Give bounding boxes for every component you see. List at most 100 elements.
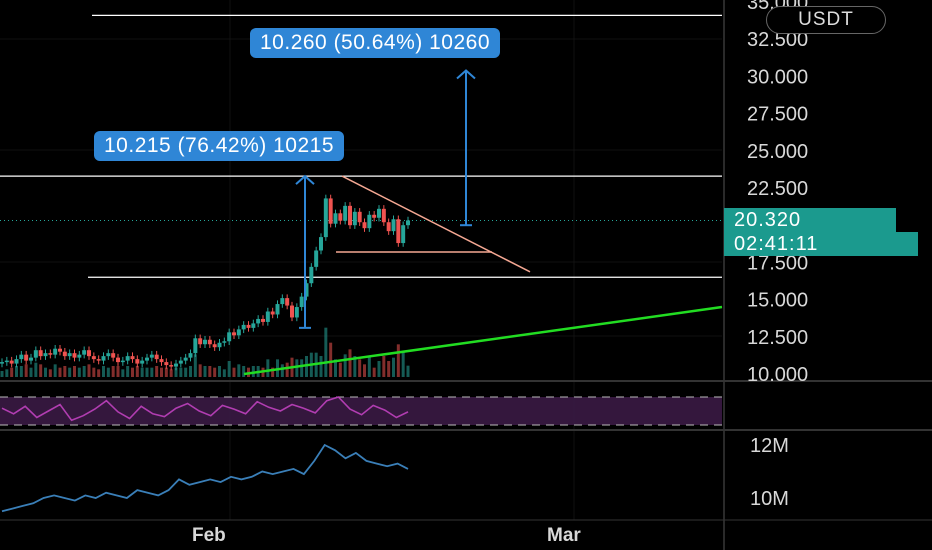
candle-body bbox=[285, 298, 290, 306]
candle-body bbox=[212, 344, 217, 348]
volume-bar bbox=[193, 354, 197, 377]
volume-bar bbox=[39, 364, 43, 377]
volume-bar bbox=[131, 367, 134, 377]
last-price-tag: 20.320 bbox=[724, 208, 896, 232]
volume-bar bbox=[280, 364, 284, 377]
volume-bar bbox=[198, 364, 202, 377]
candle-body bbox=[396, 219, 401, 244]
volume-bar bbox=[82, 366, 86, 377]
candle-body bbox=[116, 357, 120, 363]
candle-body bbox=[58, 348, 62, 352]
volume-bar bbox=[242, 366, 246, 377]
candle-body bbox=[343, 205, 348, 221]
candle-body bbox=[357, 211, 362, 223]
volume-bar bbox=[189, 366, 192, 377]
volume-bar bbox=[295, 359, 299, 377]
candle-body bbox=[4, 360, 9, 363]
candle-body bbox=[309, 266, 314, 284]
volume-bar bbox=[68, 367, 72, 377]
candle-body bbox=[391, 219, 396, 232]
candle-body bbox=[53, 348, 58, 355]
volume-bar bbox=[387, 361, 391, 377]
candle-body bbox=[401, 225, 406, 244]
candle-body bbox=[319, 237, 323, 251]
measure-arrowhead bbox=[456, 69, 476, 80]
volume-tick-label: 12M bbox=[750, 435, 789, 457]
price-tick-label: 15.000 bbox=[747, 290, 808, 312]
volume-bar bbox=[150, 367, 154, 377]
price-tick-label: 32.500 bbox=[747, 29, 808, 51]
volume-bar bbox=[218, 366, 221, 377]
candle-body bbox=[82, 350, 87, 355]
measure-arrowhead bbox=[295, 174, 315, 185]
price-axis[interactable]: 35.00032.50030.00027.50025.00022.50017.5… bbox=[747, 0, 808, 510]
candle-body bbox=[203, 339, 207, 345]
candle-body bbox=[77, 354, 82, 358]
candle-body bbox=[183, 357, 188, 361]
volume-bar bbox=[155, 366, 159, 377]
volume-bar bbox=[348, 349, 352, 377]
measure-label-target1[interactable]: 10.215 (76.42%) 10215 bbox=[94, 131, 345, 161]
volume-bar bbox=[184, 367, 188, 377]
candle-body bbox=[207, 339, 212, 345]
price-tick-label: 30.000 bbox=[747, 66, 808, 88]
candle-body bbox=[159, 359, 164, 363]
currency-label[interactable]: USDT bbox=[766, 6, 886, 34]
time-tick-label: Feb bbox=[192, 525, 226, 546]
candle-body bbox=[24, 354, 29, 361]
candle-body bbox=[294, 307, 299, 318]
rsi-band bbox=[0, 397, 722, 425]
price-tick-label: 25.000 bbox=[747, 141, 808, 163]
volume-bar bbox=[116, 366, 120, 377]
candle-body bbox=[111, 353, 116, 358]
volume-bar bbox=[363, 364, 366, 377]
candle-body bbox=[169, 365, 174, 367]
candle-body bbox=[188, 353, 193, 358]
volume-bar bbox=[121, 369, 125, 377]
volume-bar bbox=[164, 367, 168, 377]
rsi-line bbox=[1, 396, 409, 422]
candle-body bbox=[33, 350, 38, 358]
candle-body bbox=[164, 362, 169, 366]
candle-body bbox=[377, 208, 381, 218]
volume-bar bbox=[334, 359, 337, 377]
candle-body bbox=[72, 353, 77, 358]
candle-body bbox=[217, 342, 222, 348]
volume-bar bbox=[111, 366, 115, 377]
candle-body bbox=[193, 338, 198, 354]
volume-bar bbox=[106, 367, 110, 377]
candle-body bbox=[62, 351, 67, 357]
candle-body bbox=[178, 360, 183, 364]
support-trendline bbox=[243, 305, 723, 376]
candle-body bbox=[96, 359, 101, 361]
measure-label-target2[interactable]: 10.260 (50.64%) 10260 bbox=[250, 28, 501, 58]
volume-bar bbox=[382, 356, 386, 377]
candle-body bbox=[304, 283, 309, 297]
candle-body bbox=[236, 329, 241, 336]
candle-body bbox=[198, 338, 203, 345]
volume-bar bbox=[87, 364, 91, 377]
time-tick-label: Mar bbox=[547, 525, 581, 546]
drawings[interactable] bbox=[243, 69, 723, 376]
candle-body bbox=[145, 357, 149, 361]
candle-body bbox=[381, 208, 386, 223]
volume-bar bbox=[266, 359, 270, 377]
candle-body bbox=[149, 354, 154, 358]
volume-bar bbox=[102, 366, 105, 377]
volume-bar bbox=[160, 367, 163, 377]
volume-bar bbox=[401, 351, 405, 377]
candle-body bbox=[29, 357, 33, 361]
volume-bar bbox=[174, 367, 178, 377]
volume-bar bbox=[285, 362, 289, 377]
grid-lines bbox=[0, 0, 722, 520]
candle-body bbox=[256, 318, 261, 324]
volume-bar bbox=[237, 364, 241, 377]
price-tick-label: 17.500 bbox=[747, 252, 808, 274]
volume-bar bbox=[222, 369, 226, 377]
volume-bar bbox=[58, 367, 62, 377]
volume-bar bbox=[271, 367, 275, 377]
candle-body bbox=[232, 332, 236, 336]
candle-body bbox=[241, 324, 246, 330]
time-axis[interactable]: Feb Mar bbox=[192, 525, 581, 546]
